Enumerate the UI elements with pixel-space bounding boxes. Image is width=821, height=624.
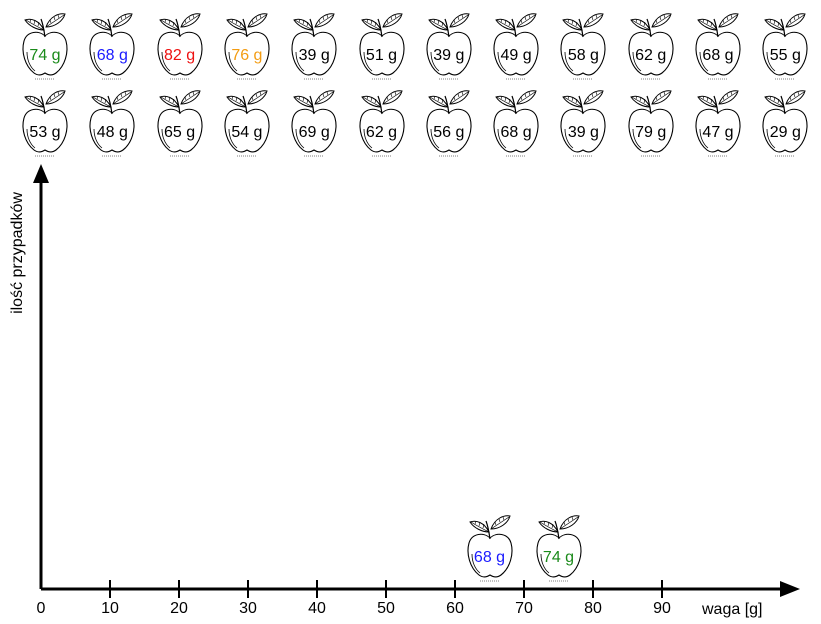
apple-weight-label: 58 g (567, 47, 599, 64)
apple-card[interactable]: 69 g (286, 87, 342, 157)
x-tick-label: 0 (36, 600, 46, 617)
apple-weight-label: 51 g (365, 47, 398, 64)
apple-weight-label: 48 g (96, 124, 128, 141)
x-tick-label: 50 (377, 600, 395, 617)
apple-card[interactable]: 79 g (623, 87, 679, 157)
apple-card[interactable]: 68 g (488, 87, 544, 157)
placed-apple[interactable]: 68 g (462, 512, 518, 582)
apple-card[interactable]: 49 g (488, 10, 544, 80)
apple-card[interactable]: 39 g (555, 87, 611, 157)
apple-card[interactable]: 62 g (623, 10, 679, 80)
apple-weight-label: 49 g (500, 47, 532, 64)
apple-card[interactable]: 58 g (555, 10, 611, 80)
apple-card[interactable]: 53 g (17, 87, 73, 157)
apple-card[interactable]: 39 g (421, 10, 477, 80)
y-axis-arrow (33, 164, 49, 183)
y-axis-label: ilość przypadków (9, 192, 26, 314)
x-axis-arrow (780, 581, 800, 597)
apple-weight-label: 54 g (231, 124, 263, 141)
apple-weight-label: 56 g (433, 124, 465, 141)
x-tick-label: 60 (446, 600, 464, 617)
apple-card[interactable]: 65 g (152, 87, 208, 157)
apple-card[interactable]: 62 g (354, 87, 410, 157)
apple-weight-label: 69 g (298, 124, 330, 141)
apple-card[interactable]: 51 g (354, 10, 410, 80)
apple-weight-label: 47 g (702, 124, 734, 141)
apple-weight-label: 65 g (164, 124, 196, 141)
apple-card[interactable]: 56 g (421, 87, 477, 157)
apple-card[interactable]: 29 g (757, 87, 813, 157)
apple-card[interactable]: 74 g (17, 10, 73, 80)
apple-weight-label: 74 g (29, 47, 61, 64)
apple-weight-label: 39 g (567, 124, 599, 141)
x-tick-label: 40 (308, 600, 326, 617)
apple-weight-label: 68 g (96, 47, 128, 64)
apple-card[interactable]: 82 g (152, 10, 208, 80)
apple-card[interactable]: 47 g (690, 87, 746, 157)
apple-weight-label: 82 g (164, 47, 196, 64)
apple-weight-label: 53 g (29, 124, 61, 141)
apple-card[interactable]: 54 g (219, 87, 275, 157)
x-tick-label: 30 (239, 600, 257, 617)
apple-card[interactable]: 76 g (219, 10, 275, 80)
x-tick-label: 70 (515, 600, 533, 617)
apple-card[interactable]: 68 g (690, 10, 746, 80)
apple-card[interactable]: 39 g (286, 10, 342, 80)
x-tick-label: 20 (170, 600, 188, 617)
apple-weight-label: 76 g (231, 47, 263, 64)
apple-card[interactable]: 55 g (757, 10, 813, 80)
apple-weight-label: 39 g (433, 47, 465, 64)
tick-marks (109, 580, 663, 598)
apple-weight-label: 62 g (635, 47, 667, 64)
x-tick-label: 90 (653, 600, 671, 617)
apple-weight-label: 68 g (702, 47, 734, 64)
x-tick-label: 10 (101, 600, 119, 617)
apple-weight-label: 29 g (769, 124, 801, 141)
apple-card[interactable]: 48 g (84, 87, 140, 157)
apple-weight-label: 62 g (365, 124, 398, 141)
apple-weight-label: 55 g (769, 47, 801, 64)
apple-weight-label: 68 g (473, 549, 506, 566)
x-tick-label: 80 (584, 600, 602, 617)
apple-weight-label: 79 g (635, 124, 667, 141)
apple-weight-label: 39 g (298, 47, 330, 64)
x-axis-label: waga [g] (702, 601, 763, 618)
apple-card[interactable]: 68 g (84, 10, 140, 80)
apple-weight-label: 68 g (500, 124, 532, 141)
placed-apple[interactable]: 74 g (531, 512, 587, 582)
apple-weight-label: 74 g (542, 549, 575, 566)
